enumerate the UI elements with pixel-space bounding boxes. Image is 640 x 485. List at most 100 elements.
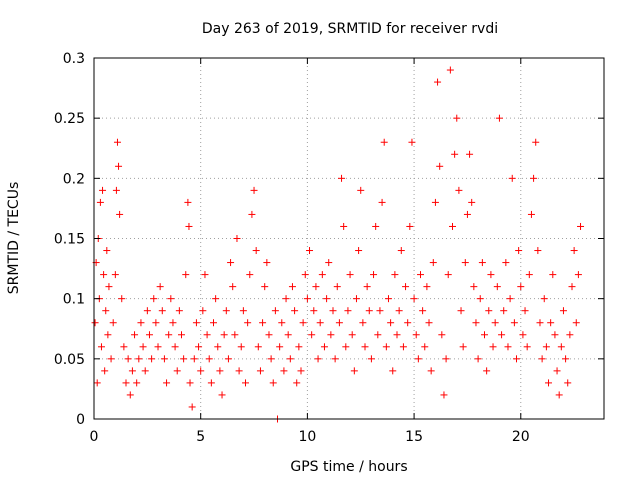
data-point [489, 343, 497, 351]
data-point [190, 355, 198, 363]
y-axis-label: SRMTID / TECUs [6, 182, 22, 295]
data-point [295, 343, 303, 351]
data-point [327, 331, 335, 339]
data-point [562, 355, 570, 363]
data-point [421, 343, 429, 351]
axis-tick-labels: 0 5 10 15 20 0 0.05 0.1 0.15 0.2 0.25 0.3 [54, 51, 530, 445]
data-point [263, 259, 271, 267]
data-point [222, 307, 230, 315]
data-point [235, 367, 243, 375]
y-tick-label: 0.2 [63, 171, 85, 187]
data-point [154, 343, 162, 351]
data-point [504, 343, 512, 351]
data-point [408, 138, 416, 146]
data-point [233, 235, 241, 242]
data-point [301, 271, 309, 279]
data-point [248, 210, 256, 218]
data-point [152, 319, 160, 327]
data-point [404, 319, 412, 327]
data-point [104, 331, 112, 339]
data-point [278, 319, 286, 327]
data-point [314, 355, 322, 363]
data-point [135, 355, 143, 363]
data-point [459, 343, 467, 351]
data-point [457, 307, 465, 315]
data-point [128, 367, 136, 375]
data-point [393, 331, 401, 339]
data-point [515, 247, 523, 255]
plot-frame [93, 57, 605, 420]
data-point [370, 271, 378, 279]
x-tick-label: 0 [90, 429, 99, 445]
data-point [367, 355, 375, 363]
data-point [340, 222, 348, 230]
data-point [320, 343, 328, 351]
data-point [171, 343, 179, 351]
data-point [448, 222, 456, 230]
data-point [570, 247, 578, 255]
data-point [545, 379, 553, 387]
data-point [286, 355, 294, 363]
data-point [423, 283, 431, 291]
data-point [195, 343, 203, 351]
data-point [297, 367, 305, 375]
x-axis-label: GPS time / hours [290, 459, 407, 475]
data-point [414, 355, 422, 363]
data-point [316, 319, 324, 327]
data-point [100, 271, 108, 279]
data-point [203, 331, 211, 339]
data-point [192, 319, 200, 327]
data-point [498, 331, 506, 339]
data-point [91, 319, 99, 327]
data-point [361, 343, 369, 351]
data-point [352, 295, 360, 303]
data-point [387, 319, 395, 327]
data-point [355, 247, 363, 255]
data-point [145, 331, 153, 339]
data-point [103, 247, 111, 255]
data-point [101, 367, 109, 375]
data-point [308, 331, 316, 339]
data-point [186, 379, 194, 387]
data-point [180, 355, 188, 363]
data-point [416, 271, 424, 279]
data-point [566, 331, 574, 339]
data-point [402, 283, 410, 291]
data-point [93, 379, 101, 387]
data-point [163, 379, 171, 387]
data-point [156, 283, 164, 291]
data-point [521, 307, 529, 315]
data-point [303, 295, 311, 303]
data-point [549, 271, 557, 279]
data-point [444, 271, 452, 279]
data-point [478, 259, 486, 267]
data-point [553, 367, 561, 375]
data-point [472, 319, 480, 327]
chart-title: Day 263 of 2019, SRMTID for receiver rvd… [202, 21, 498, 37]
data-point [288, 283, 296, 291]
data-point [293, 379, 301, 387]
data-point [107, 355, 115, 363]
data-point [342, 343, 350, 351]
data-point [143, 307, 151, 315]
data-point [335, 319, 343, 327]
data-point [141, 367, 149, 375]
data-point [453, 114, 461, 122]
data-point [510, 319, 518, 327]
data-point [284, 331, 292, 339]
data-point [350, 367, 358, 375]
data-point [348, 331, 356, 339]
data-point [395, 307, 403, 315]
data-point [220, 331, 228, 339]
data-point [363, 283, 371, 291]
data-point [137, 319, 145, 327]
data-point [419, 307, 427, 315]
data-point [254, 343, 262, 351]
data-point [109, 319, 117, 327]
data-point [318, 271, 326, 279]
data-point [271, 307, 279, 315]
data-point [466, 150, 474, 158]
